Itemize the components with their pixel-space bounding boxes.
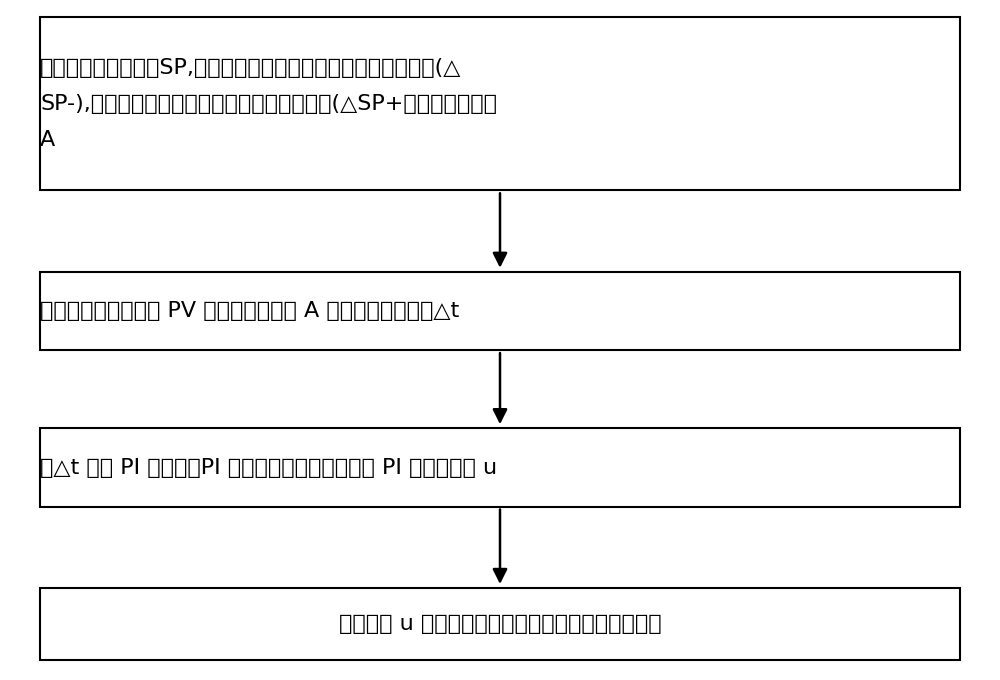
Text: 将润滑油温度设定值SP,减去启风机对润滑油温度设定值的修正值(△
SP-),加上停风机对润滑油温度设定值的修正值(△SP+），得到计算值
A: 将润滑油温度设定值SP,减去启风机对润滑油温度设定值的修正值(△ SP-),加上… <box>40 58 497 150</box>
Text: 将润滑油温度过程值 PV 减去上述计算值 A 得到温度偏差信号△t: 将润滑油温度过程值 PV 减去上述计算值 A 得到温度偏差信号△t <box>40 301 459 321</box>
FancyBboxPatch shape <box>40 17 960 190</box>
FancyBboxPatch shape <box>40 272 960 350</box>
FancyBboxPatch shape <box>40 428 960 507</box>
Text: 将△t 输入 PI 控制器，PI 控制器基于控制参数计算 PI 运算输出量 u: 将△t 输入 PI 控制器，PI 控制器基于控制参数计算 PI 运算输出量 u <box>40 458 497 477</box>
FancyBboxPatch shape <box>40 588 960 660</box>
Text: 将输出量 u 作用于润滑油温度调节阀调节润滑油温度: 将输出量 u 作用于润滑油温度调节阀调节润滑油温度 <box>339 614 661 634</box>
